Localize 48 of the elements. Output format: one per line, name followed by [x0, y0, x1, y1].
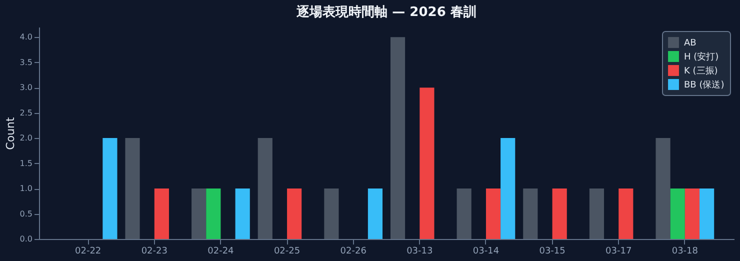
y-tick-label: 3.5	[20, 58, 32, 67]
legend-label: BB (保送)	[684, 80, 724, 90]
y-tick-label: 3.0	[20, 83, 32, 92]
legend-label: H (安打)	[684, 52, 719, 62]
x-tick-label: 02-22	[74, 246, 102, 256]
y-tick-label: 4.0	[20, 32, 32, 42]
legend-label: AB	[684, 38, 696, 48]
bar	[102, 138, 118, 239]
x-tick-label: 02-25	[274, 246, 300, 256]
bar	[192, 188, 206, 239]
bar	[420, 88, 434, 239]
y-tick-label: 1.5	[20, 158, 32, 168]
x-tick-label: 03-13	[406, 246, 433, 256]
bar	[656, 138, 670, 239]
bar	[258, 138, 272, 239]
bar	[500, 138, 516, 239]
bar	[700, 188, 714, 239]
bar	[523, 188, 538, 239]
x-tick-label: 02-26	[340, 246, 367, 256]
bar	[618, 188, 634, 239]
bar	[552, 188, 567, 239]
bar	[456, 188, 472, 239]
x-tick-label: 03-15	[539, 246, 566, 256]
y-tick-label: 1.0	[20, 184, 32, 194]
x-tick-label: 03-14	[472, 246, 500, 256]
bar	[486, 188, 501, 239]
x-tick-label: 02-24	[208, 246, 234, 256]
x-tick-label: 03-18	[672, 246, 698, 256]
chart-title: 逐場表現時間軸 — 2026 春訓	[296, 4, 476, 20]
bar	[368, 188, 383, 239]
bar	[206, 188, 221, 239]
y-tick-label: 2.5	[20, 108, 32, 118]
x-tick-label: 03-17	[606, 246, 632, 256]
bar	[324, 188, 339, 239]
legend-label: K (三振)	[684, 66, 718, 76]
x-tick-label: 02-23	[141, 246, 168, 256]
bar	[235, 188, 250, 239]
bar	[287, 188, 302, 239]
bar	[589, 188, 604, 239]
bar	[684, 188, 700, 239]
y-tick-label: 0.5	[20, 209, 32, 218]
bar	[154, 188, 169, 239]
bar	[390, 37, 406, 239]
y-tick-label: 2.0	[20, 134, 32, 143]
bar	[125, 138, 140, 239]
y-tick-label: 0.0	[20, 234, 32, 244]
y-axis-title: Count	[4, 116, 17, 150]
bar	[670, 188, 685, 239]
